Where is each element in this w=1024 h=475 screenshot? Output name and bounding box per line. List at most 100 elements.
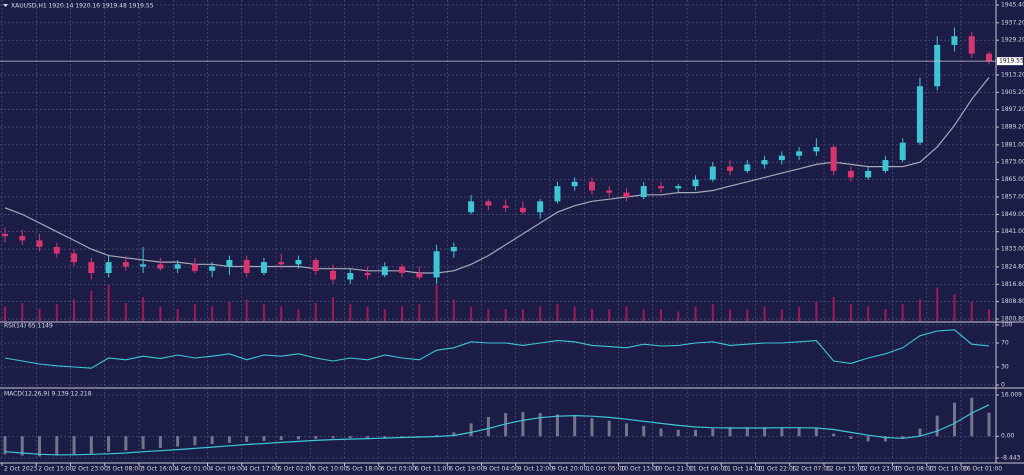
y-tick-label: 1905.20 xyxy=(1001,89,1024,96)
candle-body xyxy=(260,262,267,274)
x-tick-label: 11 Oct 22:00 xyxy=(758,466,797,473)
y-tick-label: 1808.80 xyxy=(1001,298,1024,305)
macd-bar xyxy=(262,436,266,441)
rsi-line xyxy=(4,329,990,369)
x-tick-label: 4 Oct 01:00 xyxy=(175,466,210,473)
x-tick-label: 2 Oct 15:00 xyxy=(38,466,73,473)
candle-body xyxy=(381,266,388,276)
macd-bar xyxy=(20,436,24,456)
macd-bar xyxy=(676,429,680,437)
candle-body xyxy=(968,36,975,54)
macd-bar xyxy=(3,436,7,455)
candle-body xyxy=(416,273,423,278)
x-tick-label: 9 Oct 12:00 xyxy=(518,466,553,473)
macd-bar xyxy=(141,436,145,450)
candle-body xyxy=(986,53,992,62)
y-tick-label: 1841.00 xyxy=(1001,228,1024,235)
candle-body xyxy=(209,266,216,271)
macd-bar xyxy=(469,423,473,437)
macd-bar xyxy=(935,415,939,437)
volume-bar xyxy=(901,304,904,321)
volume-bar xyxy=(383,309,386,321)
macd-bar xyxy=(107,436,111,452)
macd-bar xyxy=(210,436,214,444)
macd-bar xyxy=(624,423,628,437)
candle-body xyxy=(519,207,526,213)
candle-body xyxy=(951,36,958,45)
macd-bar xyxy=(296,436,300,440)
x-tick-label: 5 Oct 02:00 xyxy=(278,466,313,473)
candle-body xyxy=(675,186,682,189)
volume-bar xyxy=(193,304,196,321)
y-tick-label: 1929.20 xyxy=(1001,37,1024,44)
candle-body xyxy=(847,170,854,178)
candle-body xyxy=(226,259,233,267)
macd-bar xyxy=(400,436,404,438)
volume-bar xyxy=(314,303,317,321)
candle-body xyxy=(140,264,147,267)
macd-bar xyxy=(383,436,387,438)
macd-bar xyxy=(970,397,974,437)
candle-body xyxy=(796,151,803,156)
last-price-label: 1919.55 xyxy=(999,58,1024,65)
y-tick-label: 1833.00 xyxy=(1001,246,1024,253)
volume-bar xyxy=(21,303,24,321)
x-tick-label: 4 Oct 17:00 xyxy=(244,466,279,473)
menu-arrow[interactable] xyxy=(3,4,8,7)
macd-bar xyxy=(901,436,905,439)
candle-body xyxy=(485,201,492,206)
y-tick-label: 1913.20 xyxy=(1001,71,1024,78)
macd-bar xyxy=(435,434,439,437)
volume-bar xyxy=(73,299,76,321)
candle-body xyxy=(778,155,785,161)
candle-body xyxy=(399,266,406,274)
x-tick-label: 10 Oct 13:00 xyxy=(621,466,660,473)
y-tick-label: 16.009 xyxy=(1001,392,1022,399)
candle-body xyxy=(588,181,595,191)
x-tick-label: 2 Oct 2023 xyxy=(4,466,37,473)
volume-bar xyxy=(970,301,973,321)
candle-body xyxy=(882,160,889,171)
candle-body xyxy=(658,186,664,189)
candle-body xyxy=(865,170,872,178)
volume-bar xyxy=(401,306,404,321)
volume-bar xyxy=(953,294,956,321)
volume-bar xyxy=(711,304,714,321)
volume-bar xyxy=(849,304,852,321)
macd-bar xyxy=(72,436,76,455)
macd-bar xyxy=(158,436,162,448)
macd-bar xyxy=(486,416,490,437)
y-tick-label: 1889.20 xyxy=(1001,124,1024,131)
volume-bar xyxy=(763,306,766,321)
volume-bar xyxy=(936,287,939,321)
y-tick-label: 1849.00 xyxy=(1001,211,1024,218)
candle-body xyxy=(105,262,112,274)
volume-bar xyxy=(366,306,369,321)
candle-body xyxy=(330,270,336,280)
x-tick-label: 6 Oct 19:00 xyxy=(449,466,484,473)
x-tick-label: 12 Oct 15:00 xyxy=(826,466,865,473)
candle-body xyxy=(71,253,78,263)
rsi-title: RSI(14) 65.1149 xyxy=(4,323,53,330)
x-tick-label: 10 Oct 21:00 xyxy=(655,466,694,473)
volume-bar xyxy=(573,306,576,321)
volume-bar xyxy=(798,306,801,321)
y-tick-label: 0 xyxy=(1001,382,1005,389)
macd-bar xyxy=(176,436,180,447)
macd-bar xyxy=(883,436,887,442)
volume-bar xyxy=(176,309,179,321)
candle-body xyxy=(727,166,734,171)
macd-bar xyxy=(952,402,956,437)
volume-bar xyxy=(780,309,783,321)
volume-bar xyxy=(297,309,300,321)
x-tick-label: 16 Oct 01:00 xyxy=(963,466,1002,473)
macd-bar xyxy=(331,436,335,439)
candle-body xyxy=(830,147,837,171)
x-tick-label: 12 Oct 23:00 xyxy=(860,466,899,473)
candle-body xyxy=(433,251,440,278)
x-tick-label: 4 Oct 09:00 xyxy=(210,466,245,473)
candle-body xyxy=(364,273,371,276)
y-tick-label: 1873.00 xyxy=(1001,159,1024,166)
volume-bar xyxy=(332,297,334,321)
